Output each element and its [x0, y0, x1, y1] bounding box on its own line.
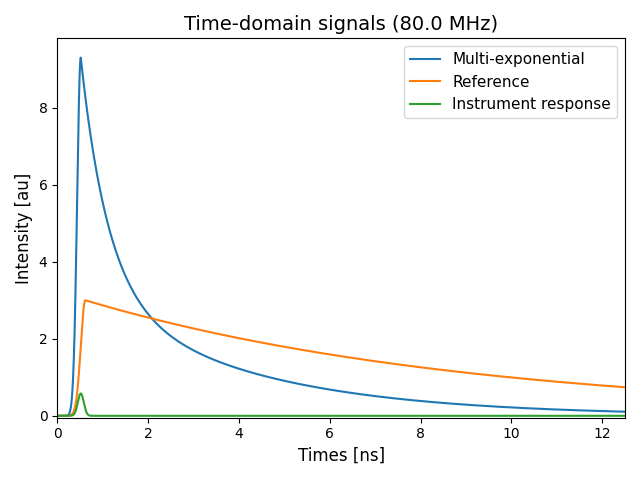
Line: Instrument response: Instrument response [57, 394, 625, 416]
Multi-exponential [53, 413, 61, 419]
Reference [87, 299, 95, 305]
Multi-exponential [77, 55, 84, 60]
Instrument response [191, 413, 198, 419]
Line: Reference: Reference [57, 300, 625, 416]
Instrument response [87, 413, 95, 419]
Multi-exponential [87, 136, 95, 142]
Instrument response [591, 413, 599, 419]
Reference [53, 413, 61, 419]
Multi-exponential [56, 413, 63, 419]
Instrument response [164, 413, 172, 419]
Instrument response [77, 391, 84, 396]
Multi-exponential [77, 55, 84, 60]
Instrument response [331, 413, 339, 419]
Y-axis label: Intensity [au]: Intensity [au] [15, 172, 33, 284]
Reference [56, 413, 63, 419]
Title: Time-domain signals (80.0 MHz): Time-domain signals (80.0 MHz) [184, 15, 498, 34]
Reference [591, 382, 599, 388]
Multi-exponential [621, 409, 629, 415]
Reference [81, 298, 89, 303]
Multi-exponential [164, 331, 172, 337]
Instrument response [56, 413, 63, 419]
Reference [77, 345, 84, 350]
Reference [621, 384, 629, 390]
Instrument response [53, 413, 61, 419]
Legend: Multi-exponential, Reference, Instrument response: Multi-exponential, Reference, Instrument… [404, 46, 618, 119]
Multi-exponential [331, 387, 339, 393]
X-axis label: Times [ns]: Times [ns] [298, 447, 385, 465]
Multi-exponential [591, 408, 599, 414]
Reference [164, 320, 172, 325]
Line: Multi-exponential: Multi-exponential [57, 58, 625, 416]
Reference [331, 352, 339, 358]
Instrument response [77, 391, 84, 396]
Instrument response [621, 413, 629, 419]
